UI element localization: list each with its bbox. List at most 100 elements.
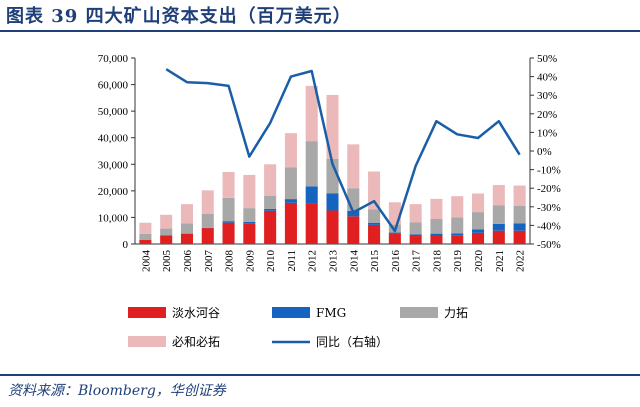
x-tick-label: 2004: [140, 250, 152, 273]
left-tick-label: 40,000: [98, 133, 129, 145]
bar-segment-2018: [430, 198, 443, 220]
x-tick-label: 2014: [348, 250, 360, 273]
bar-segment-2017: [409, 234, 422, 237]
x-tick-label: 2020: [473, 250, 485, 273]
bar-segment-2017: [409, 204, 422, 223]
bar-segment-2021: [492, 205, 505, 224]
bar-segment-2008: [222, 197, 235, 222]
x-tick-label: 2018: [431, 250, 443, 273]
bar-segment-2017: [409, 222, 422, 235]
x-tick-label: 2019: [452, 250, 464, 273]
right-tick-label: -50%: [537, 239, 561, 251]
figure-title: 图表 39 四大矿山资本支出（百万美元）: [6, 6, 352, 27]
legend-swatch: [128, 307, 166, 318]
legend-label: 同比（右轴）: [316, 334, 388, 349]
right-tick-label: 10%: [537, 127, 557, 139]
left-tick-label: 50,000: [98, 106, 129, 118]
legend-label: FMG: [316, 306, 346, 320]
bar-segment-2009: [243, 208, 256, 222]
bar-segment-2011: [284, 202, 297, 244]
bar-segment-2012: [305, 203, 318, 244]
right-tick-label: 0%: [537, 146, 552, 158]
bar-segment-2012: [305, 141, 318, 187]
source-note: 资料来源：Bloomberg，华创证券: [8, 383, 226, 399]
right-tick-label: -30%: [537, 202, 561, 214]
legend-swatch: [128, 336, 166, 347]
left-tick-label: 10,000: [98, 212, 129, 224]
bar-segment-2009: [243, 221, 256, 224]
bar-segment-2019: [451, 233, 464, 236]
bar-segment-2012: [305, 85, 318, 142]
legend-label: 力拓: [444, 306, 468, 320]
x-tick-label: 2013: [328, 250, 340, 273]
bar-segment-2016: [388, 233, 401, 244]
bar-segment-2021: [492, 223, 505, 231]
bar-segment-2019: [451, 235, 464, 244]
bar-segment-2013: [326, 193, 339, 211]
bar-segment-2022: [513, 185, 526, 207]
bar-segment-2015: [368, 209, 381, 223]
x-tick-label: 2009: [244, 250, 256, 273]
bar-segment-2007: [201, 190, 214, 214]
legend-label: 必和必拓: [172, 335, 220, 349]
x-tick-label: 2022: [515, 250, 527, 272]
bar-segment-2009: [243, 174, 256, 209]
legend-item: 力拓: [400, 306, 468, 320]
bar-segment-2008: [222, 222, 235, 244]
bar-segment-2005: [160, 228, 173, 236]
bar-segment-2021: [492, 230, 505, 244]
bar-segment-2013: [326, 158, 339, 194]
bar-segment-2010: [264, 208, 277, 211]
bar-segment-2005: [160, 214, 173, 229]
bar-segment-2004: [139, 240, 152, 244]
bar-segment-2019: [451, 196, 464, 218]
bar-segment-2012: [305, 186, 318, 204]
legend-item: FMG: [272, 306, 346, 320]
bar-segment-2020: [471, 193, 485, 213]
right-tick-label: 50%: [537, 53, 557, 65]
bar-segment-2015: [368, 224, 381, 244]
x-tick-label: 2015: [369, 250, 381, 273]
bar-segment-2008: [222, 171, 235, 198]
bar-segment-2016: [388, 232, 401, 234]
bar-segment-2020: [471, 212, 485, 230]
bar-segment-2010: [264, 164, 277, 196]
bar-segment-2009: [243, 223, 256, 244]
x-tick-label: 2008: [224, 250, 236, 273]
bar-segment-2014: [347, 144, 360, 189]
bar-segment-2022: [513, 223, 526, 231]
x-tick-label: 2006: [182, 250, 194, 273]
left-tick-label: 70,000: [98, 53, 129, 65]
bar-segment-2010: [264, 195, 277, 209]
legend-swatch: [272, 307, 310, 318]
bar-segment-2010: [264, 210, 277, 244]
bar-segment-2018: [430, 233, 443, 236]
bar-segment-2020: [471, 232, 485, 244]
bar-segment-2013: [326, 94, 339, 159]
x-tick-label: 2017: [411, 250, 423, 273]
bar-segment-2005: [160, 235, 173, 244]
yoy-line: [165, 68, 521, 233]
right-tick-label: 30%: [537, 90, 557, 102]
bar-segment-2007: [201, 228, 214, 244]
bar-segment-2020: [471, 229, 485, 233]
x-tick-label: 2007: [203, 250, 215, 273]
bar-segment-2022: [513, 230, 526, 244]
bar-segment-2017: [409, 236, 422, 244]
bar-segment-2006: [180, 204, 194, 224]
bar-segment-2015: [368, 222, 381, 225]
x-tick-label: 2010: [265, 250, 277, 273]
left-tick-label: 20,000: [98, 186, 129, 198]
right-tick-label: 20%: [537, 109, 557, 121]
left-tick-label: 30,000: [98, 159, 129, 171]
x-tick-label: 2021: [494, 250, 506, 272]
bar-segment-2011: [284, 199, 297, 203]
bar-segment-2022: [513, 206, 526, 224]
x-tick-label: 2005: [161, 250, 173, 273]
legend-item: 必和必拓: [128, 335, 220, 349]
right-tick-label: 40%: [537, 72, 557, 84]
bar-segment-2004: [139, 233, 152, 241]
legend-item: 淡水河谷: [128, 306, 220, 320]
